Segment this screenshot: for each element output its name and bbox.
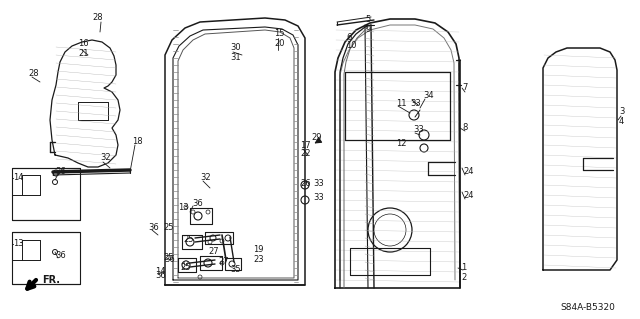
Text: 23: 23: [253, 256, 264, 264]
Circle shape: [184, 261, 188, 265]
Text: 15: 15: [274, 29, 285, 39]
Circle shape: [220, 261, 224, 265]
Text: 3: 3: [619, 108, 625, 116]
Text: 27: 27: [218, 257, 228, 266]
Text: 36: 36: [192, 199, 203, 209]
Text: 24: 24: [463, 191, 474, 201]
Text: 7: 7: [462, 84, 467, 93]
Text: 33: 33: [413, 125, 424, 135]
Text: 33: 33: [313, 179, 324, 188]
Text: 22: 22: [300, 150, 310, 159]
Text: 13: 13: [178, 204, 189, 212]
Text: S84A-B5320: S84A-B5320: [560, 303, 615, 313]
Text: 12: 12: [396, 139, 406, 149]
Text: 26: 26: [300, 179, 310, 188]
Text: 32: 32: [100, 153, 111, 162]
Text: 4: 4: [619, 116, 624, 125]
Text: 11: 11: [396, 99, 406, 108]
Text: 36: 36: [164, 256, 175, 264]
Text: 16: 16: [78, 40, 88, 48]
Text: 27: 27: [208, 248, 219, 256]
Bar: [12, 232, 80, 284]
Text: 34: 34: [423, 92, 434, 100]
Text: 25: 25: [163, 253, 173, 262]
Text: 33: 33: [410, 99, 420, 108]
Text: 36: 36: [155, 271, 166, 280]
Circle shape: [220, 239, 224, 243]
Text: 36: 36: [148, 224, 159, 233]
Text: 25: 25: [180, 263, 191, 272]
Text: 5: 5: [365, 16, 371, 25]
Text: 32: 32: [200, 174, 211, 182]
Text: 29: 29: [311, 133, 321, 143]
Text: 28: 28: [28, 69, 38, 78]
Text: 19: 19: [253, 246, 264, 255]
Text: 24: 24: [463, 167, 474, 176]
Circle shape: [184, 205, 188, 209]
Circle shape: [206, 210, 210, 214]
Text: 1: 1: [461, 263, 467, 271]
Text: 17: 17: [300, 140, 310, 150]
Text: 14: 14: [155, 268, 166, 277]
Text: 13: 13: [13, 240, 24, 249]
Bar: [12, 168, 80, 220]
Circle shape: [208, 240, 212, 244]
Text: FR.: FR.: [42, 275, 60, 285]
Text: 20: 20: [274, 39, 285, 48]
Text: 33: 33: [313, 194, 324, 203]
Text: 10: 10: [346, 41, 356, 50]
Text: 14: 14: [13, 173, 24, 182]
Text: 36: 36: [55, 167, 66, 176]
Text: 25: 25: [183, 235, 193, 244]
Text: 21: 21: [78, 48, 88, 57]
Circle shape: [191, 210, 195, 214]
Text: 31: 31: [230, 53, 241, 62]
Text: 35: 35: [230, 265, 241, 275]
Text: 6: 6: [346, 33, 351, 41]
Text: 36: 36: [55, 251, 66, 261]
Text: 30: 30: [230, 43, 241, 53]
Circle shape: [198, 275, 202, 279]
Text: 8: 8: [462, 123, 467, 132]
Text: 2: 2: [461, 272, 467, 281]
Text: 18: 18: [132, 137, 143, 146]
Text: 28: 28: [93, 13, 103, 23]
Text: 25: 25: [163, 224, 173, 233]
Text: 9: 9: [365, 25, 371, 33]
